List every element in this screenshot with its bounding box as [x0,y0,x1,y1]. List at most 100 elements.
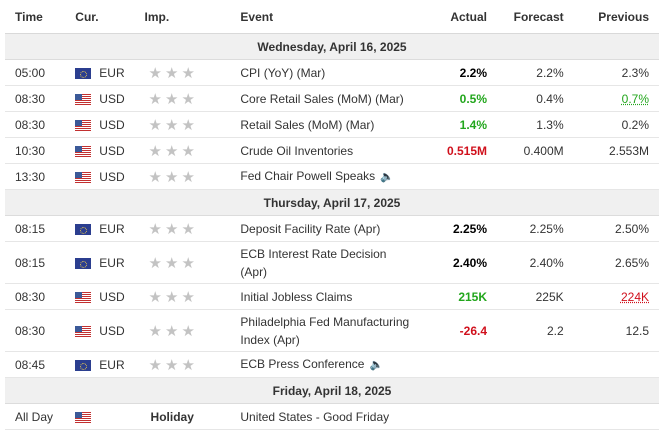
event-row[interactable]: 08:30 USD ★ ★ ★ Initial Jobless Claims 215K 225… [5,283,659,310]
day-label: Friday, April 18, 2025 [5,377,659,404]
importance-stars: ★ ★ ★ [144,283,241,310]
header-previous[interactable]: Previous [571,0,659,34]
eu-flag-icon [75,257,92,269]
event-name-cell[interactable]: Deposit Facility Rate (Apr) [240,215,421,242]
event-currency: USD [75,85,145,112]
event-name-cell[interactable]: Fed Chair Powell Speaks 🔈 [240,163,421,190]
star-icon: ★ [181,356,195,374]
importance-stars: ★ ★ ★ [144,241,241,284]
header-actual[interactable]: Actual [420,0,497,34]
header-event[interactable]: Event [240,0,421,34]
event-name[interactable]: Crude Oil Inventories [240,143,354,158]
event-name-cell[interactable]: Retail Sales (MoM) (Mar) [240,111,421,138]
event-row[interactable]: 08:30 USD ★ ★ ★ Core Retail Sales (MoM) (Mar)… [5,85,659,112]
importance-stars: ★ ★ ★ [144,215,241,242]
forecast-value [496,351,572,378]
importance-stars: ★ ★ ★ [144,163,241,190]
event-name[interactable]: Philadelphia Fed Manufacturing Index (Ap… [240,314,410,347]
day-separator-row: Wednesday, April 16, 2025 [5,33,659,60]
star-icon: ★ [148,142,162,160]
event-name-cell[interactable]: Initial Jobless Claims [240,283,421,310]
event-row[interactable]: 08:30 USD ★ ★ ★ Retail Sales (MoM) (Mar) 1.4% 1… [5,111,659,138]
currency-code: USD [99,91,125,106]
previous-value: 2.50% [614,221,649,236]
header-currency[interactable]: Cur. [75,0,145,34]
event-time: 08:15 [5,215,76,242]
event-name-cell[interactable]: Crude Oil Inventories [240,137,421,164]
star-icon: ★ [181,254,195,272]
actual-value: 2.25% [420,215,497,242]
currency-code: USD [99,143,125,158]
importance-stars: ★ ★ ★ [144,59,241,86]
event-row[interactable]: 08:30 USD ★ ★ ★ Philadelphia Fed Manufacturin… [5,309,659,352]
star-icon: ★ [164,142,179,160]
header-forecast[interactable]: Forecast [496,0,572,34]
event-name[interactable]: Fed Chair Powell Speaks [240,169,376,183]
currency-code: USD [99,289,125,304]
event-row[interactable]: 10:30 USD ★ ★ ★ Crude Oil Inventories 0.515M 0.… [5,137,659,164]
event-name[interactable]: Deposit Facility Rate (Apr) [240,221,381,236]
event-currency: EUR [75,59,145,86]
event-time: 08:15 [5,241,76,284]
actual-value: 0.515M [420,137,497,164]
importance-stars: ★ ★ ★ [144,137,241,164]
economic-calendar-table: Time Cur. Imp. Event Actual Forecast Pre… [5,0,659,430]
actual-value: 1.4% [420,111,497,138]
event-name-cell[interactable]: ECB Press Conference 🔈 [240,351,421,378]
event-name-cell[interactable]: CPI (YoY) (Mar) [240,59,421,86]
eu-flag-icon [75,359,92,371]
previous-value: 2.553M [608,143,649,158]
table-header-row: Time Cur. Imp. Event Actual Forecast Pre… [5,0,659,34]
day-separator-row: Friday, April 18, 2025 [5,377,659,404]
forecast-value: 0.400M [496,137,572,164]
event-row[interactable]: 08:45 EUR ★ ★ ★ ECB Press Conference 🔈 [5,351,659,378]
eu-flag-icon [75,67,92,79]
us-flag-icon [75,93,92,105]
importance-stars: ★ ★ ★ [144,111,241,138]
header-time[interactable]: Time [5,0,76,34]
event-time: 10:30 [5,137,76,164]
forecast-value: 225K [496,283,572,310]
actual-value [420,351,497,378]
star-icon: ★ [164,254,179,272]
star-icon: ★ [164,220,179,238]
actual-value: 2.40% [420,241,497,284]
star-icon: ★ [148,90,162,108]
event-name-cell[interactable]: Core Retail Sales (MoM) (Mar) [240,85,421,112]
star-icon: ★ [181,322,195,340]
actual-value: 215K [420,283,497,310]
event-name[interactable]: Core Retail Sales (MoM) (Mar) [240,91,404,106]
event-row[interactable]: 05:00 EUR ★ ★ ★ CPI (YoY) (Mar) 2.2% 2.2% 2.3% [5,59,659,86]
forecast-value: 2.25% [496,215,572,242]
event-name[interactable]: ECB Press Conference [240,357,365,371]
previous-value-cell: 0.7% [571,85,659,112]
event-name[interactable]: Retail Sales (MoM) (Mar) [240,117,375,132]
event-row[interactable]: 13:30 USD ★ ★ ★ Fed Chair Powell Speaks 🔈 [5,163,659,190]
previous-value: 12.5 [625,323,649,338]
day-label: Wednesday, April 16, 2025 [5,33,659,60]
forecast-value: 2.2 [496,309,572,352]
star-icon: ★ [148,168,162,186]
star-icon: ★ [181,168,195,186]
header-importance[interactable]: Imp. [144,0,241,34]
previous-value: 2.65% [614,255,649,270]
star-icon: ★ [164,168,179,186]
forecast-value: 1.3% [496,111,572,138]
actual-value: 2.2% [420,59,497,86]
previous-value: 0.7% [621,91,649,106]
star-icon: ★ [181,116,195,134]
event-currency: EUR [75,241,145,284]
event-row[interactable]: 08:15 EUR ★ ★ ★ ECB Interest Rate Decision (A… [5,241,659,284]
event-name-cell[interactable]: ECB Interest Rate Decision (Apr) [240,241,421,284]
event-name[interactable]: CPI (YoY) (Mar) [240,65,326,80]
star-icon: ★ [148,254,162,272]
event-name[interactable]: ECB Interest Rate Decision (Apr) [240,246,387,279]
us-flag-icon [75,145,92,157]
event-currency: EUR [75,215,145,242]
importance-stars: ★ ★ ★ [144,309,241,352]
event-row[interactable]: 08:15 EUR ★ ★ ★ Deposit Facility Rate (Apr) 2.… [5,215,659,242]
event-name[interactable]: Initial Jobless Claims [240,289,353,304]
event-name-cell[interactable]: Philadelphia Fed Manufacturing Index (Ap… [240,309,421,352]
star-icon: ★ [181,90,195,108]
day-separator-row: Thursday, April 17, 2025 [5,189,659,216]
